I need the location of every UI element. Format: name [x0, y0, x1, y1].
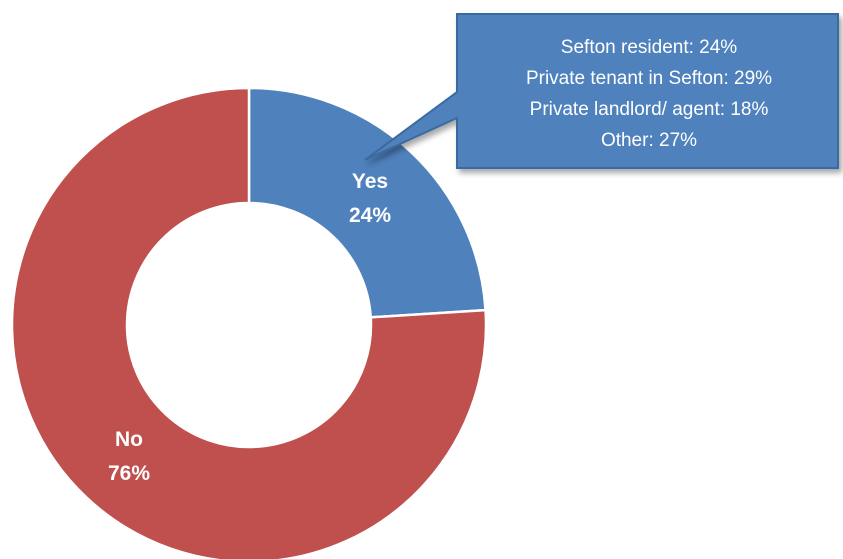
callout-line-1: Sefton resident: 24% [561, 37, 737, 58]
slice-label-no-value: 76% [108, 462, 150, 485]
callout-shape [364, 13, 839, 169]
donut-slice-no [10, 86, 488, 559]
donut-slice-yes [247, 86, 487, 319]
callout-line-4: Other: 27% [601, 130, 697, 151]
slice-label-yes-name: Yes [352, 170, 388, 193]
callout-line-3: Private landlord/ agent: 18% [530, 99, 769, 120]
callout-line-2: Private tenant in Sefton: 29% [526, 68, 772, 89]
slice-label-yes-value: 24% [349, 204, 391, 227]
slice-label-no-name: No [115, 428, 143, 451]
slice-labels: Yes 24% No 76% [108, 170, 391, 485]
donut-slices [10, 86, 488, 559]
callout-box: Sefton resident: 24% Private tenant in S… [364, 13, 839, 169]
